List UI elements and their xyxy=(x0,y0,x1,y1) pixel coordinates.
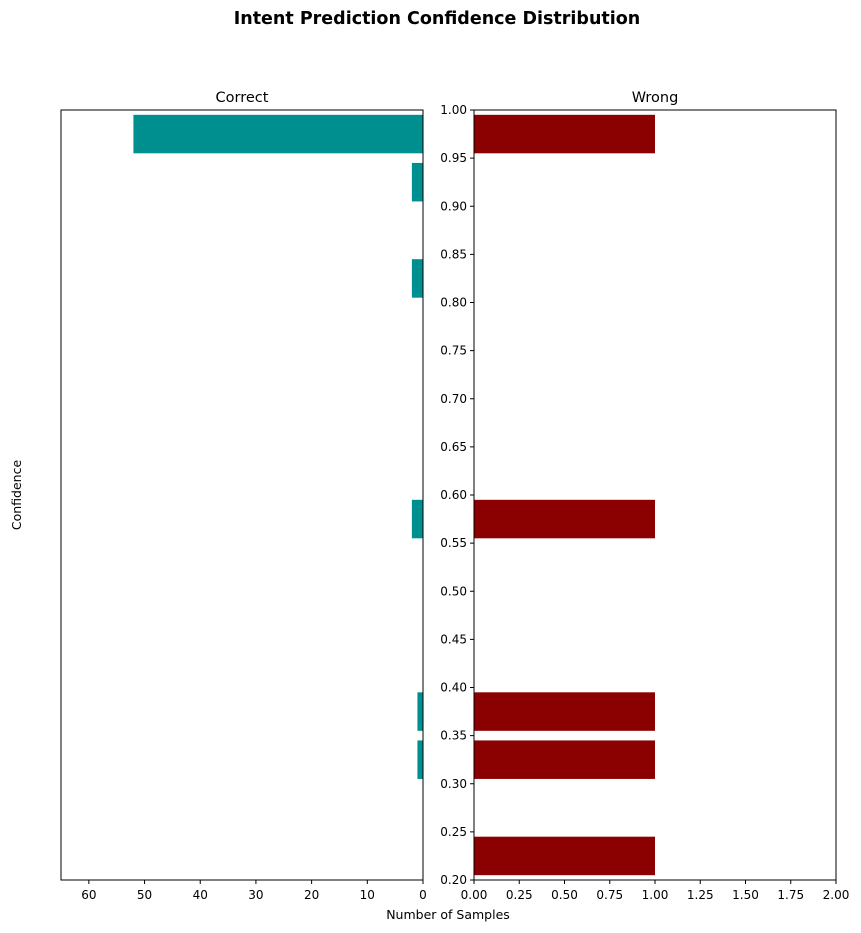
y-tick-label-10: 0.70 xyxy=(440,392,467,406)
y-tick-label-16: 1.00 xyxy=(440,103,467,117)
y-tick-label-14: 0.90 xyxy=(440,199,467,213)
y-tick-label-1: 0.25 xyxy=(440,825,467,839)
correct-bar-5 xyxy=(417,740,423,779)
wrong-bar-1 xyxy=(474,499,655,539)
wrong-x-tick-label-1: 0.25 xyxy=(506,888,533,902)
wrong-bar-0 xyxy=(474,114,655,154)
correct-x-tick-label-1: 50 xyxy=(137,888,152,902)
wrong-bar-3 xyxy=(474,740,655,779)
correct-bar-3 xyxy=(411,499,423,539)
y-tick-label-3: 0.35 xyxy=(440,729,467,743)
y-tick-label-8: 0.60 xyxy=(440,488,467,502)
wrong-bars xyxy=(474,114,655,876)
y-tick-label-0: 0.20 xyxy=(440,873,467,887)
correct-bars xyxy=(133,114,423,779)
y-tick-label-13: 0.85 xyxy=(440,247,467,261)
wrong-x-tick-label-4: 1.00 xyxy=(642,888,669,902)
y-tick-label-2: 0.30 xyxy=(440,777,467,791)
y-tick-label-9: 0.65 xyxy=(440,440,467,454)
wrong-bar-4 xyxy=(474,836,655,876)
correct-x-tick-label-4: 20 xyxy=(304,888,319,902)
correct-x-tick-label-3: 30 xyxy=(248,888,263,902)
correct-bar-0 xyxy=(133,114,423,154)
y-tick-label-7: 0.55 xyxy=(440,536,467,550)
y-tick-label-11: 0.75 xyxy=(440,344,467,358)
correct-bar-2 xyxy=(411,259,423,298)
correct-x-tick-label-6: 0 xyxy=(419,888,427,902)
y-tick-label-5: 0.45 xyxy=(440,632,467,646)
wrong-x-tick-label-8: 2.00 xyxy=(823,888,850,902)
wrong-x-tick-label-0: 0.00 xyxy=(461,888,488,902)
wrong-x-tick-label-5: 1.25 xyxy=(687,888,714,902)
wrong-x-tick-label-6: 1.50 xyxy=(732,888,759,902)
correct-bar-4 xyxy=(417,692,423,731)
correct-x-ticks: 60 50 40 30 20 10 0 xyxy=(81,880,427,902)
wrong-bar-2 xyxy=(474,692,655,731)
panel-title-correct: Correct xyxy=(216,90,269,106)
y-ticks: 0.20 0.25 0.30 0.35 0.40 0.45 0.50 0.55 0.60 0.65… xyxy=(440,103,474,887)
y-tick-label-6: 0.50 xyxy=(440,584,467,598)
correct-x-tick-label-5: 10 xyxy=(360,888,375,902)
wrong-x-tick-label-3: 0.75 xyxy=(596,888,623,902)
correct-x-tick-label-2: 40 xyxy=(193,888,208,902)
y-axis-label: Confidence xyxy=(9,460,24,531)
correct-bar-1 xyxy=(411,162,423,202)
y-tick-label-12: 0.80 xyxy=(440,296,467,310)
x-axis-label: Number of Samples xyxy=(386,907,510,922)
wrong-x-tick-label-7: 1.75 xyxy=(777,888,804,902)
chart-title: Intent Prediction Confidence Distributio… xyxy=(234,9,641,29)
wrong-x-tick-label-2: 0.50 xyxy=(551,888,578,902)
y-tick-label-4: 0.40 xyxy=(440,681,467,695)
correct-plot-frame xyxy=(60,109,424,881)
correct-x-tick-label-0: 60 xyxy=(81,888,96,902)
panel-title-wrong: Wrong xyxy=(632,90,679,106)
wrong-x-ticks: 0.00 0.25 0.50 0.75 1.00 1.25 1.50 1.75 2.00 xyxy=(461,880,850,902)
y-tick-label-15: 0.95 xyxy=(440,151,467,165)
